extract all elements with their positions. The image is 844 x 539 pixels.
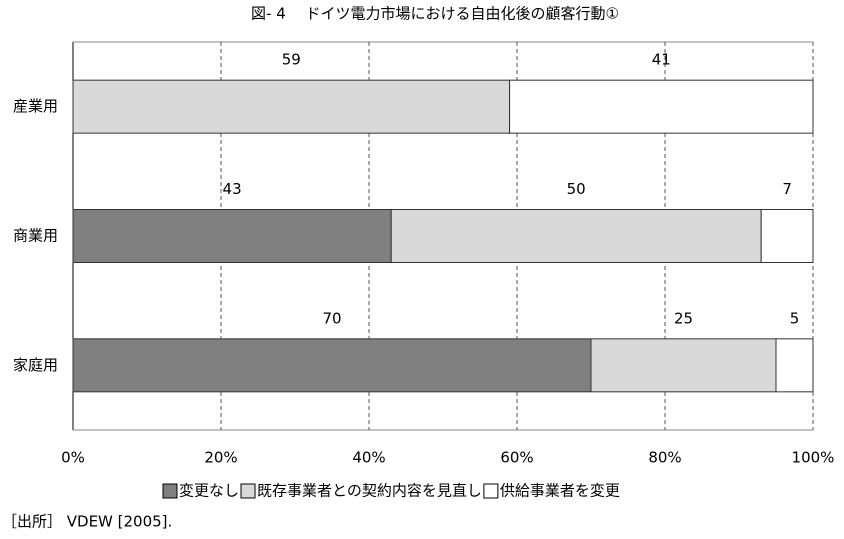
bar-segment [509, 79, 814, 134]
y-tick-label: 家庭用 [13, 356, 58, 374]
x-tick-label: 0% [61, 449, 85, 467]
bar-segment [72, 79, 511, 134]
bar-segment [775, 338, 814, 393]
legend-label: 既存事業者との契約内容を見直し [257, 482, 482, 500]
x-tick-label: 80% [648, 449, 681, 467]
legend-label: 供給事業者を変更 [500, 482, 620, 500]
bar-segment [72, 209, 392, 263]
data-label: 5 [790, 309, 800, 327]
data-label: 41 [652, 51, 671, 69]
data-label: 7 [782, 180, 792, 198]
legend-swatch [240, 483, 256, 499]
x-tick-label: 60% [500, 449, 533, 467]
legend-swatch [483, 483, 499, 499]
x-tick-label: 100% [792, 449, 835, 467]
data-label: 59 [282, 51, 301, 69]
x-tick-label: 40% [352, 449, 385, 467]
data-label: 50 [567, 180, 586, 198]
legend-swatch [162, 483, 178, 499]
x-tick-label: 20% [204, 449, 237, 467]
chart-title: 図- 4 ドイツ電力市場における自由化後の顧客行動① [251, 5, 619, 23]
y-tick-label: 商業用 [13, 227, 58, 245]
data-label: 25 [674, 309, 693, 327]
y-tick-label: 産業用 [13, 97, 58, 115]
bar-segment [590, 338, 777, 393]
data-label: 70 [322, 309, 341, 327]
source-note: ［出所］ VDEW [2005]. [2, 513, 172, 531]
data-label: 43 [223, 180, 242, 198]
bar-segment [72, 338, 592, 393]
bar-segment [760, 209, 814, 263]
legend-label: 変更なし [179, 482, 239, 500]
bar-segment [390, 209, 762, 263]
